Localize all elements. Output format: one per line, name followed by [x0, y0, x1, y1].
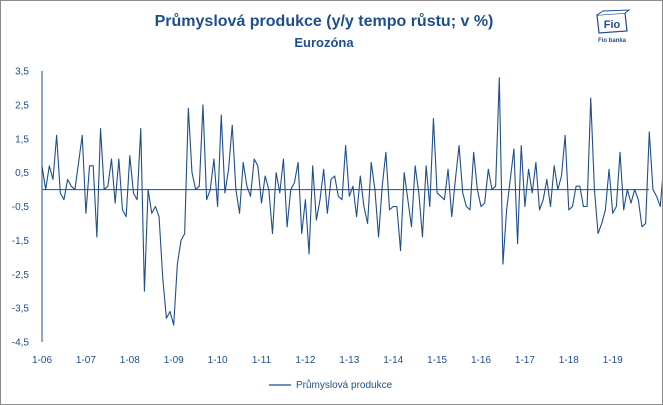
- x-tick-label: 1-10: [208, 355, 228, 366]
- x-tick-label: 1-11: [252, 355, 272, 366]
- series-line: [41, 77, 662, 326]
- y-tick-label: -0,5: [12, 202, 30, 213]
- x-tick-label: 1-15: [427, 355, 447, 366]
- x-tick-label: 1-12: [295, 355, 315, 366]
- x-tick-label: 1-14: [383, 355, 403, 366]
- logo-caption: Fio banka: [598, 38, 627, 44]
- y-tick-label: 3,5: [15, 67, 29, 78]
- x-tick-label: 1-06: [32, 355, 52, 366]
- x-tick-label: 1-08: [120, 355, 140, 366]
- x-tick-label: 1-16: [471, 355, 491, 366]
- fio-logo-icon: Fio Fio banka: [596, 9, 631, 44]
- y-tick-label: -3,5: [12, 304, 30, 315]
- y-tick-label: -2,5: [12, 270, 30, 281]
- x-axis-ticks: 1-06 1-07 1-08 1-09 1-10 1-11 1-12 1-13 1-14 1-15…: [32, 355, 623, 366]
- y-tick-label: 0,5: [15, 168, 29, 179]
- x-tick-label: 1-18: [559, 355, 579, 366]
- chart-subtitle: Eurozóna: [294, 35, 354, 50]
- x-tick-label: 1-13: [339, 355, 359, 366]
- y-tick-label: 2,5: [15, 100, 29, 111]
- x-tick-label: 1-17: [515, 355, 535, 366]
- legend-label: Průmyslová produkce: [296, 379, 393, 391]
- x-tick-label: 1-19: [603, 355, 623, 366]
- y-axis-ticks: 3,5 2,5 1,5 0,5 -0,5 -1,5 -2,5 -3,5 -4,5: [12, 67, 30, 349]
- chart-title: Průmyslová produkce (y/y tempo růstu; v …: [155, 13, 494, 30]
- y-tick-label: -4,5: [12, 338, 30, 349]
- legend: Průmyslová produkce: [269, 379, 393, 391]
- x-tick-label: 1-09: [164, 355, 184, 366]
- y-tick-label: -1,5: [12, 236, 30, 247]
- logo-mark: Fio: [604, 19, 621, 31]
- x-tick-label: 1-07: [76, 355, 96, 366]
- y-tick-label: 1,5: [15, 134, 29, 145]
